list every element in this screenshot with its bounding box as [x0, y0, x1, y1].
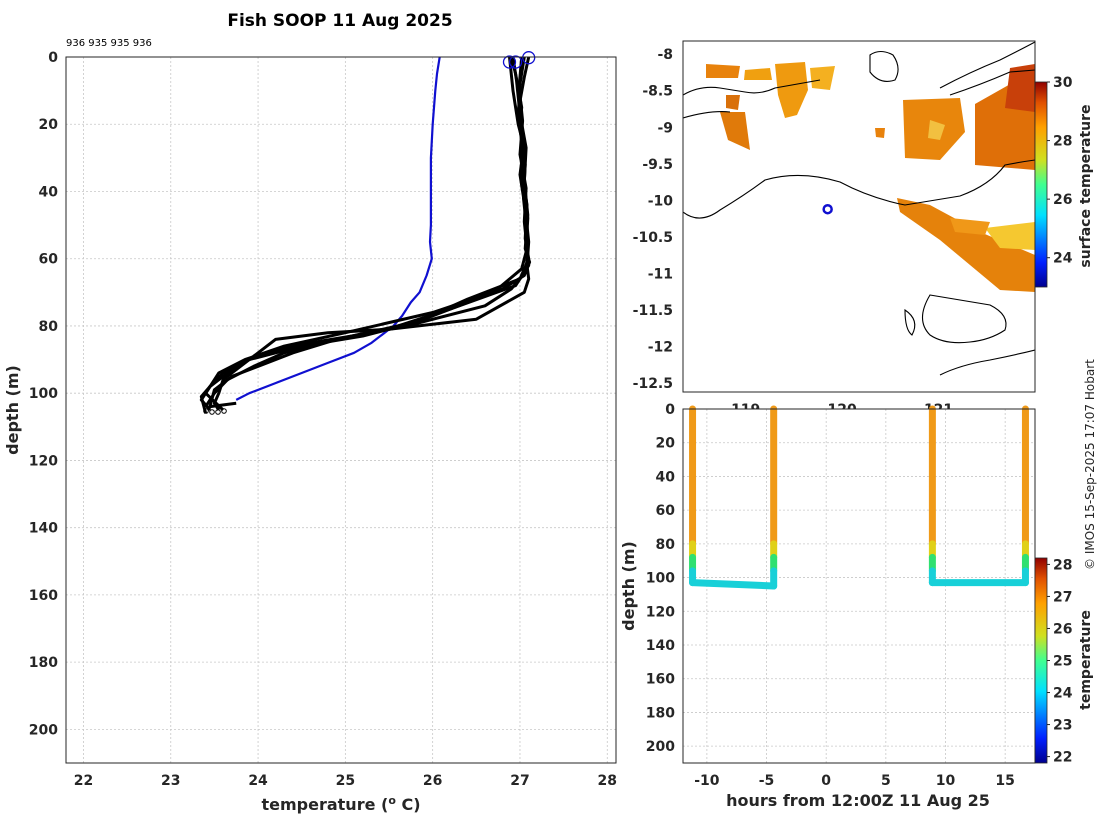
map-y-tick-label: -12.5	[633, 376, 673, 392]
section-panel: -10 -5 0 5 10 15 0 20 40 60 80 100 120 140 160 180 200 h…	[619, 402, 1094, 810]
profile-xlabel-unit: C)	[396, 795, 421, 814]
climatology-line	[235, 56, 441, 401]
map-y-tick-label: -9.5	[642, 157, 673, 173]
profile-lines	[199, 56, 532, 414]
section-data	[689, 405, 1029, 590]
section-colorbar-tick-label: 23	[1053, 718, 1072, 734]
map-y-tick-label: -8	[657, 47, 673, 63]
map-y-tick-label: -9	[657, 120, 673, 136]
map-y-tick-label: -12	[648, 340, 673, 356]
chart-title: Fish SOOP 11 Aug 2025	[227, 11, 452, 31]
profile-y-tick-label: 60	[39, 252, 59, 268]
section-colorbar-label: temperature	[1078, 610, 1094, 710]
section-y-tick-label: 160	[646, 672, 675, 688]
profile-xlabel-sup: o	[388, 794, 396, 807]
surface-marker	[502, 55, 517, 69]
profile-x-tick-label: 27	[510, 773, 529, 789]
map-y-tick-label: -11	[648, 267, 673, 283]
section-colorbar-tick-label: 24	[1053, 686, 1073, 702]
map-colorbar	[1034, 81, 1048, 288]
map-panel: 119120121-8-8.5-9-9.5-10-10.5-11-11.5-12…	[633, 40, 1094, 418]
section-x-tick-label: 0	[821, 773, 831, 789]
section-y-tick-label: 80	[656, 537, 676, 553]
section-colorbar	[1034, 557, 1048, 764]
map-colorbar-ticks: 24 26 28 30	[1047, 75, 1073, 267]
section-y-tick-label: 0	[665, 402, 675, 418]
section-y-tick-label: 120	[646, 604, 675, 620]
profile-y-tick-label: 160	[29, 588, 58, 604]
map-colorbar-tick-label: 30	[1053, 75, 1073, 91]
section-colorbar-tick-label: 25	[1053, 654, 1072, 670]
map-colorbar-tick-label: 28	[1053, 134, 1072, 150]
map-content	[683, 41, 1035, 376]
section-colorbar-tick-label: 27	[1053, 589, 1072, 605]
section-xlabel: hours from 12:00Z 11 Aug 25	[726, 791, 990, 810]
map-y-tick-label: -8.5	[642, 84, 673, 100]
profile-y-tick-label: 180	[29, 655, 58, 671]
map-y-tick-label: -10	[648, 193, 674, 209]
map-y-tick-label: -11.5	[633, 303, 673, 319]
section-ylabel: depth (m)	[619, 541, 638, 631]
sst-patches	[706, 62, 1035, 292]
profile-x-tick-label: 24	[248, 773, 268, 789]
section-y-tick-label: 100	[646, 571, 675, 587]
section-y-tick-label: 180	[646, 705, 675, 721]
profile-y-tick-label: 0	[48, 50, 58, 66]
map-colorbar-label: surface temperature	[1078, 104, 1094, 267]
section-y-tick-label: 200	[646, 739, 675, 755]
profile-annotation: 936 935 935 936	[66, 38, 152, 49]
section-y-tick-label: 20	[656, 436, 676, 452]
profile-surface-markers	[502, 51, 536, 69]
section-colorbar-tick-label: 26	[1053, 621, 1072, 637]
map-colorbar-tick-label: 26	[1053, 192, 1072, 208]
profile-x-tick-label: 23	[161, 773, 180, 789]
section-y-tick-label: 60	[656, 503, 676, 519]
section-x-tick-label: -10	[694, 773, 720, 789]
section-x-tick-label: -5	[759, 773, 775, 789]
profile-y-tick-label: 80	[39, 319, 59, 335]
section-y-tick-label: 140	[646, 638, 675, 654]
coastlines	[683, 41, 1035, 376]
profile-ylabel: depth (m)	[3, 365, 22, 455]
credit-text: © IMOS 15-Sep-2025 17:07 Hobart	[1083, 359, 1097, 570]
section-colorbar-tick-label: 28	[1053, 557, 1072, 573]
section-colorbar-tick-label: 22	[1053, 750, 1072, 766]
cast-line	[204, 56, 530, 408]
section-y-tick-label: 40	[656, 469, 676, 485]
profile-tick-labels: 22 23 24 25 26 27 28 0 20 40 60 80 100 120 140 160 180 20…	[29, 50, 617, 789]
section-x-tick-label: 5	[881, 773, 891, 789]
profile-y-tick-label: 100	[29, 386, 58, 402]
surface-marker	[522, 51, 536, 65]
bottom-track	[689, 579, 778, 590]
map-colorbar-tick-label: 24	[1053, 251, 1073, 267]
ship-position-marker	[822, 203, 833, 215]
profile-xlabel-text: temperature (	[261, 795, 388, 814]
profile-x-tick-label: 22	[74, 773, 93, 789]
section-colorbar-ticks: 22 23 24 25 26 27 28	[1047, 557, 1073, 766]
profile-panel: 22 23 24 25 26 27 28 0 20 40 60 80 100 120 140 160 180 20…	[3, 38, 617, 814]
profile-y-tick-label: 20	[39, 117, 59, 133]
profile-x-tick-label: 28	[598, 773, 617, 789]
section-x-tick-label: 15	[995, 773, 1014, 789]
surface-marker	[508, 55, 523, 69]
profile-y-tick-label: 140	[29, 521, 58, 537]
profile-x-tick-label: 26	[423, 773, 442, 789]
profile-x-tick-label: 25	[336, 773, 355, 789]
bottom-markers	[203, 408, 227, 415]
section-tick-labels: -10 -5 0 5 10 15 0 20 40 60 80 100 120 140 160 180 200	[646, 402, 1015, 789]
profile-y-tick-label: 40	[39, 184, 59, 200]
profile-xlabel: temperature (o C)	[261, 794, 420, 814]
profile-axes-frame	[65, 56, 617, 764]
section-x-tick-label: 10	[936, 773, 956, 789]
profile-y-tick-label: 200	[29, 722, 58, 738]
map-y-tick-label: -10.5	[633, 230, 673, 246]
profile-y-tick-label: 120	[29, 453, 58, 469]
